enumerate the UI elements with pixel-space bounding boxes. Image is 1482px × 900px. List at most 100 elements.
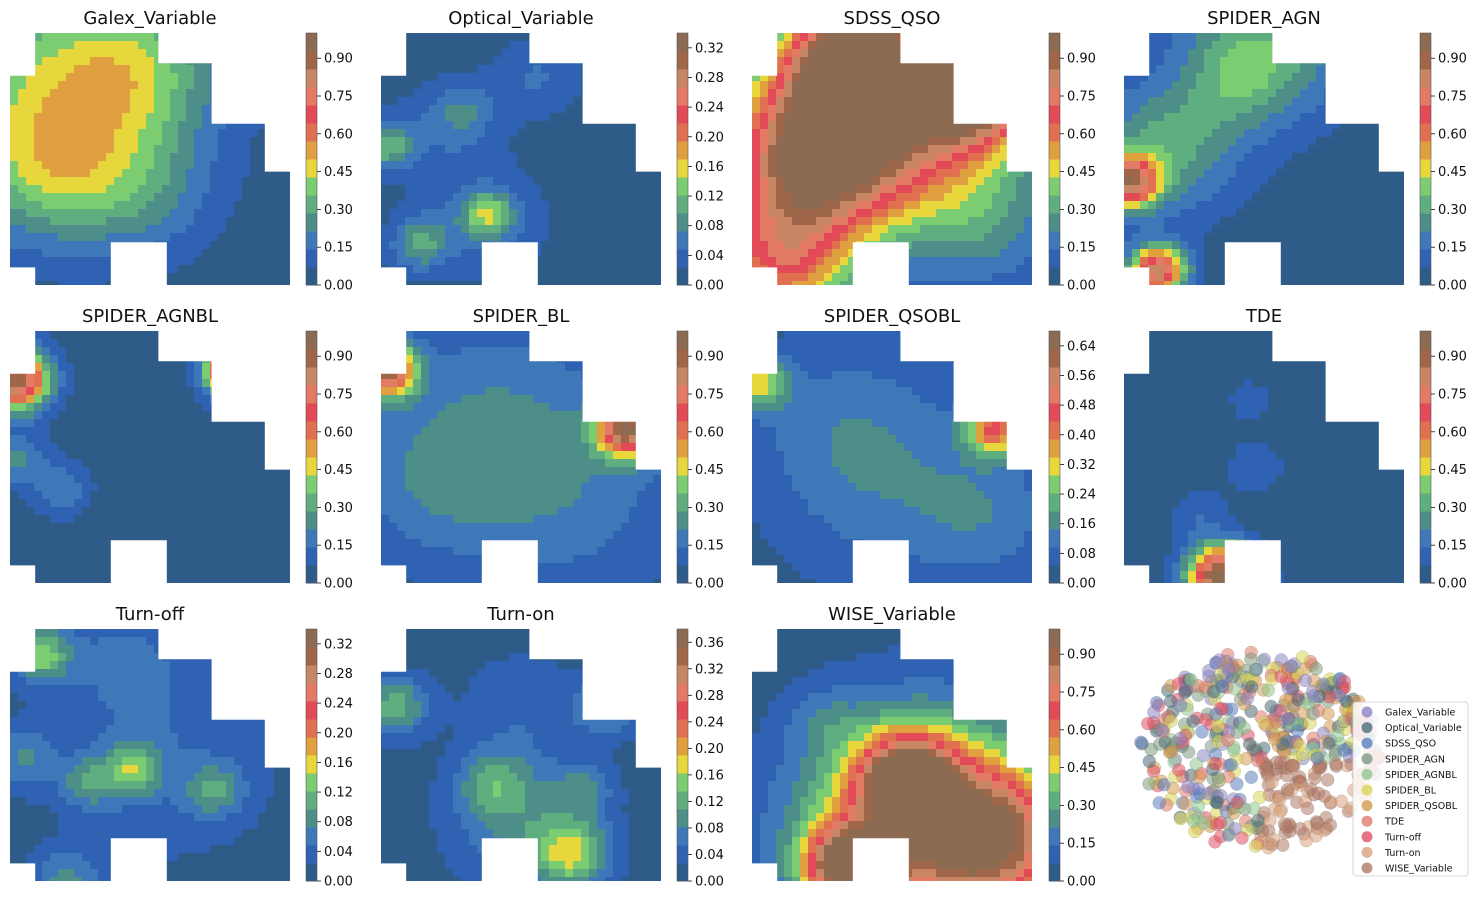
heat-cell <box>258 363 267 372</box>
heat-cell <box>266 265 275 274</box>
heat-cell <box>621 81 630 90</box>
heat-cell <box>10 161 19 170</box>
heat-cell <box>453 201 462 210</box>
heat-cell <box>928 81 937 90</box>
heat-cell <box>154 379 163 388</box>
heat-cell <box>573 113 582 122</box>
heat-cell <box>1284 209 1293 218</box>
heat-cell <box>581 177 590 186</box>
heat-cell <box>1236 265 1245 274</box>
heat-cell <box>1340 73 1349 82</box>
heat-cell <box>1228 121 1237 130</box>
heat-cell <box>525 281 534 285</box>
heat-cell <box>936 193 945 202</box>
heat-cell <box>1364 161 1373 170</box>
heat-cell <box>581 273 590 282</box>
heat-cell <box>106 89 115 98</box>
colorbar-segment <box>306 123 317 142</box>
heat-cell <box>381 217 390 226</box>
colorbar-segment <box>1049 141 1060 160</box>
heat-cell <box>50 105 59 114</box>
heat-cell <box>130 241 139 250</box>
heat-cell <box>952 209 961 218</box>
heat-cell <box>1396 33 1404 42</box>
heat-cell <box>605 145 614 154</box>
heat-cell <box>800 249 809 258</box>
heat-cell <box>397 41 406 50</box>
heat-cell <box>792 57 801 66</box>
heat-cell <box>26 249 35 258</box>
heat-cell <box>1300 233 1309 242</box>
heat-cell <box>952 105 961 114</box>
colorbar-tick-label: 0.00 <box>1438 279 1467 294</box>
heat-cell <box>202 121 211 130</box>
heat-cell <box>1140 225 1149 234</box>
heat-cell <box>565 49 574 58</box>
heat-cell <box>880 41 889 50</box>
heat-cell <box>637 177 646 186</box>
heat-cell <box>1172 225 1181 234</box>
heat-cell <box>226 57 235 66</box>
heat-cell <box>992 81 1001 90</box>
heat-cell <box>226 193 235 202</box>
heat-cell <box>1284 97 1293 106</box>
heat-cell <box>848 249 857 258</box>
heat-cell <box>864 273 873 282</box>
heat-cell <box>1164 209 1173 218</box>
heat-cell <box>1188 97 1197 106</box>
heat-cell <box>1268 33 1277 42</box>
heat-cell <box>242 387 251 396</box>
heat-cell <box>928 209 937 218</box>
heat-cell <box>784 145 793 154</box>
heat-cell <box>1188 257 1197 266</box>
heat-cell <box>42 217 51 226</box>
heat-cell <box>10 49 19 58</box>
heat-cell <box>613 153 622 162</box>
heat-cell <box>1016 281 1025 285</box>
heat-cell <box>66 371 75 380</box>
heat-cell <box>800 257 809 266</box>
heat-cell <box>760 257 769 266</box>
heat-cell <box>856 209 865 218</box>
heat-cell <box>381 113 390 122</box>
heat-cell <box>493 73 502 82</box>
heat-cell <box>880 249 889 258</box>
heat-cell <box>1180 233 1189 242</box>
heat-cell <box>501 161 510 170</box>
heat-cell <box>242 249 251 258</box>
heat-cell <box>792 225 801 234</box>
heat-cell <box>10 225 19 234</box>
heat-cell <box>1364 49 1373 58</box>
heat-cell <box>282 177 290 186</box>
heat-cell <box>210 355 219 364</box>
heat-cell <box>621 145 630 154</box>
heat-cell <box>1260 177 1269 186</box>
heat-cell <box>856 129 865 138</box>
heat-cell <box>976 89 985 98</box>
heat-cell <box>1348 81 1357 90</box>
heat-cell <box>573 185 582 194</box>
heat-cell <box>864 233 873 242</box>
heat-cell <box>960 217 969 226</box>
heat-cell <box>66 395 75 404</box>
heat-cell <box>800 217 809 226</box>
heat-cell <box>928 121 937 130</box>
heat-cell <box>162 379 171 388</box>
heat-cell <box>1308 89 1317 98</box>
heat-cell <box>114 121 123 130</box>
heat-cell <box>194 137 203 146</box>
heat-cell <box>453 145 462 154</box>
heat-cell <box>461 193 470 202</box>
heat-cell <box>258 169 267 178</box>
heat-cell <box>1284 273 1293 282</box>
heat-cell <box>533 121 542 130</box>
heat-cell <box>138 339 147 348</box>
heat-cell <box>226 97 235 106</box>
heat-cell <box>1308 65 1317 74</box>
heat-cell <box>645 249 654 258</box>
heat-cell <box>477 265 486 274</box>
heat-cell <box>968 97 977 106</box>
heat-cell <box>1024 89 1032 98</box>
heat-cell <box>194 249 203 258</box>
